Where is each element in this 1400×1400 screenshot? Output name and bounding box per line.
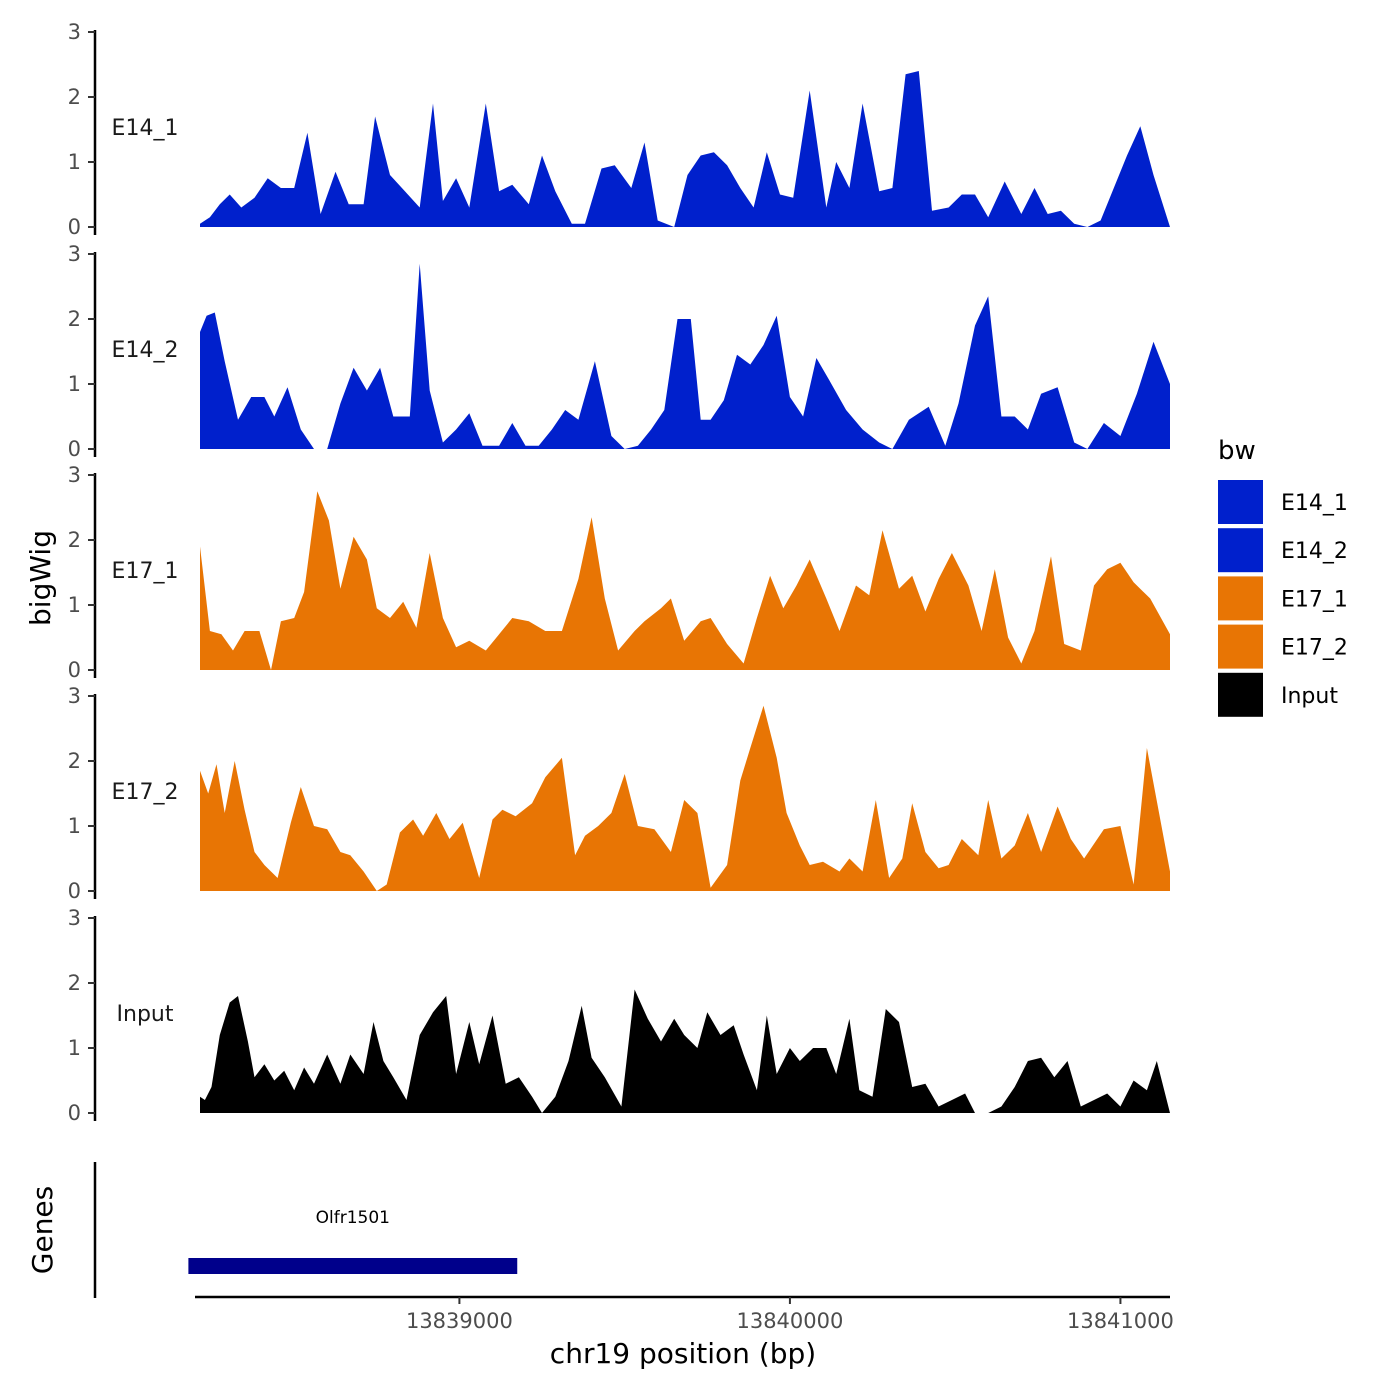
- y-tick-label: 0: [68, 658, 81, 682]
- track-label: E17_1: [112, 559, 179, 584]
- y-tick-label: 2: [68, 307, 81, 331]
- gene-panel: Genes Olfr1501: [26, 1162, 518, 1298]
- y-axis-title: bigWig: [24, 530, 57, 626]
- track-panels: 0 1 2 3 E14_1 0 1 2 3 E14_2 0 1 2 3 E17_1 0 1 2 3 E17_2 0 1 2 3…: [68, 20, 1170, 1125]
- y-tick-label: 0: [68, 437, 81, 461]
- legend-label: Input: [1281, 684, 1338, 709]
- legend-label: E14_2: [1281, 539, 1348, 564]
- y-tick-label: 3: [68, 463, 81, 487]
- coverage-area: [200, 705, 1170, 891]
- track-label: Input: [117, 1002, 174, 1027]
- legend: bw E14_1 E14_2 E17_1 E17_2 Input: [1218, 436, 1348, 717]
- y-tick-label: 2: [68, 85, 81, 109]
- x-tick-label: 13841000: [1067, 1309, 1174, 1333]
- track-label: E14_1: [112, 116, 179, 141]
- gene-label: Olfr1501: [316, 1208, 390, 1228]
- y-tick-label: 1: [68, 372, 81, 396]
- y-tick-label: 1: [68, 593, 81, 617]
- coverage-area: [200, 989, 1170, 1113]
- gene-body: [188, 1258, 518, 1274]
- y-tick-label: 3: [68, 906, 81, 930]
- y-tick-label: 2: [68, 971, 81, 995]
- track-Input: 0 1 2 3 Input: [68, 906, 1170, 1125]
- y-tick-label: 0: [68, 215, 81, 239]
- legend-title: bw: [1218, 436, 1256, 466]
- coverage-area: [200, 71, 1170, 227]
- track-E17_2: 0 1 2 3 E17_2: [68, 684, 1170, 903]
- x-axis: chr19 position (bp) 13839000 13840000 1384…: [195, 1295, 1174, 1370]
- legend-label: E14_1: [1281, 491, 1348, 516]
- legend-swatch: [1218, 624, 1263, 669]
- y-tick-label: 1: [68, 814, 81, 838]
- legend-swatch: [1218, 576, 1263, 621]
- y-tick-label: 0: [68, 879, 81, 903]
- legend-swatch: [1218, 528, 1263, 573]
- y-tick-label: 1: [68, 150, 81, 174]
- x-tick-label: 13840000: [736, 1309, 843, 1333]
- legend-swatch: [1218, 480, 1263, 524]
- y-tick-label: 3: [68, 20, 81, 44]
- legend-label: E17_1: [1281, 587, 1348, 612]
- track-E17_1: 0 1 2 3 E17_1: [68, 463, 1170, 682]
- legend-swatch: [1218, 672, 1263, 717]
- y-tick-label: 3: [68, 242, 81, 266]
- track-E14_2: 0 1 2 3 E14_2: [68, 242, 1170, 461]
- track-E14_1: 0 1 2 3 E14_1: [68, 20, 1170, 239]
- track-label: E17_2: [112, 780, 179, 805]
- track-label: E14_2: [112, 338, 179, 363]
- y-tick-label: 2: [68, 749, 81, 773]
- x-tick-label: 13839000: [406, 1309, 513, 1333]
- x-axis-title: chr19 position (bp): [550, 1337, 816, 1370]
- y-tick-label: 2: [68, 528, 81, 552]
- legend-label: E17_2: [1281, 636, 1348, 661]
- y-tick-label: 3: [68, 684, 81, 708]
- coverage-area: [200, 491, 1170, 670]
- genes-axis-title: Genes: [26, 1186, 59, 1274]
- coverage-area: [200, 263, 1170, 449]
- y-tick-label: 0: [68, 1101, 81, 1125]
- y-tick-label: 1: [68, 1036, 81, 1060]
